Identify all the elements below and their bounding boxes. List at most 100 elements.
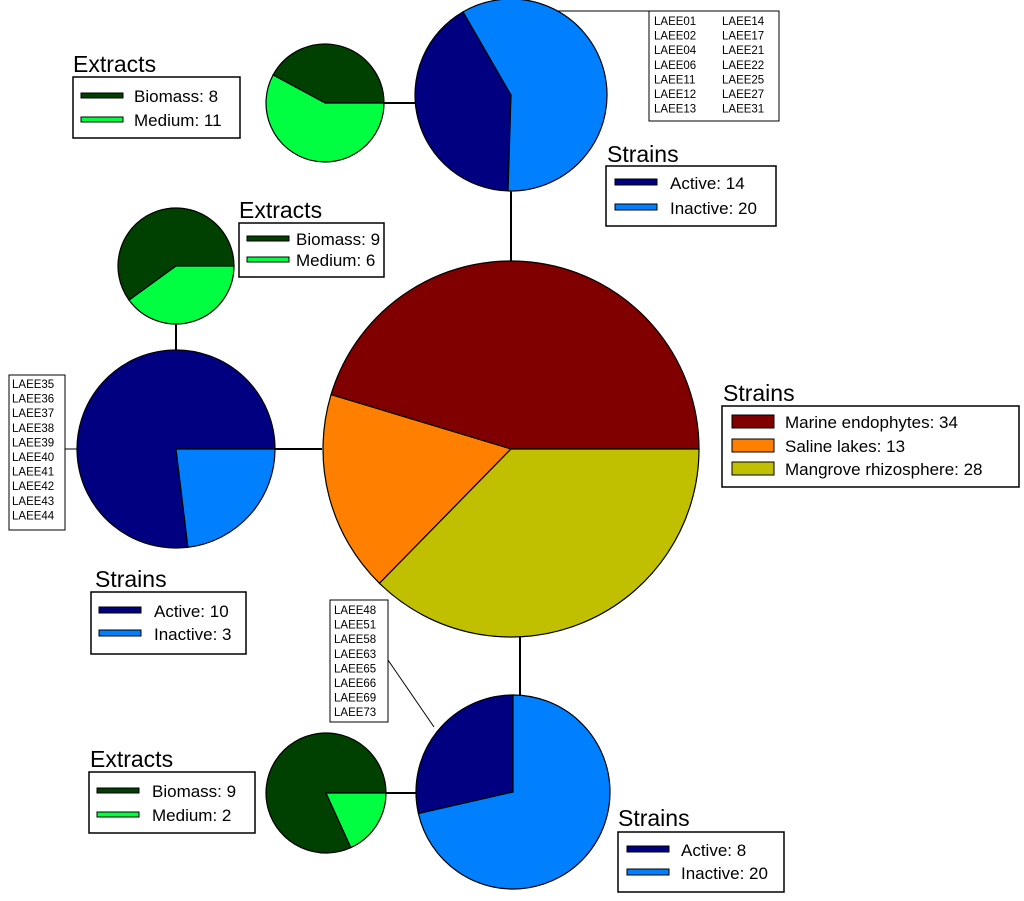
pie-saline-extracts [117,207,235,325]
saline-extracts-slice-0 [117,207,235,301]
legend-mangrove-strains-title: Strains [618,805,690,831]
legend-saline-extracts: Extracts Biomass: 9 Medium: 6 [238,197,385,278]
pie-saline-strains [76,349,276,549]
marine-extracts-slice-0 [272,43,385,104]
mangrove-id: LAEE58 [334,634,376,646]
legend-label-active: Active: 14 [670,174,745,193]
mangrove-id-list: LAEE48 LAEE51 LAEE58 LAEE63 LAEE65 LAEE66 LAEE… [334,605,376,719]
legend-swatch-inactive [614,203,658,211]
marine-id: LAEE27 [722,89,764,101]
legend-swatch-biomass [246,235,290,242]
mangrove-extracts-slice-0 [265,732,387,854]
legend-swatch-medium [246,256,290,263]
mangrove-id: LAEE51 [334,620,376,632]
mangrove-id: LAEE63 [334,649,376,661]
legend-label-medium: Medium: 11 [134,111,222,130]
mangrove-id: LAEE73 [334,707,376,719]
mangrove-extracts-slice-1 [325,792,387,849]
marine-id: LAEE12 [654,89,696,101]
legend-swatch-active [626,845,670,853]
pie-marine-extracts [265,43,385,163]
mangrove-id: LAEE48 [334,605,376,617]
marine-id-list: LAEE01 LAEE02 LAEE04 LAEE06 LAEE11 LAEE12 LAEE… [654,16,765,116]
pie-mangrove-extracts [265,732,387,854]
legend-mangrove-extracts: Extracts Biomass: 9 Medium: 2 [88,746,256,834]
legend-label-inactive: Inactive: 3 [154,625,232,644]
marine-id: LAEE25 [722,74,764,86]
legend-marine-extracts: Extracts Biomass: 8 Medium: 11 [72,51,241,139]
main-slice-2 [378,448,700,638]
legend-marine-strains-title: Strains [607,141,679,167]
pie-main-strains [322,260,700,638]
saline-id: LAEE39 [12,437,54,449]
legend-mangrove-extracts-title: Extracts [90,746,173,772]
marine-id: LAEE21 [722,45,764,57]
mangrove-ids-box: LAEE48 LAEE51 LAEE58 LAEE63 LAEE65 LAEE66 LAEE… [329,599,389,723]
legend-label-saline: Saline lakes: 13 [785,437,905,456]
legend-label-inactive: Inactive: 20 [681,864,768,883]
legend-saline-extracts-title: Extracts [239,197,322,223]
mangrove-id: LAEE66 [334,678,376,690]
saline-id: LAEE42 [12,481,54,493]
legend-swatch-inactive [98,629,142,637]
connector-mangrove-ids [387,659,435,728]
legend-swatch-mangrove [731,461,775,476]
legend-label-inactive: Inactive: 20 [670,199,757,218]
legend-label-medium: Medium: 2 [152,806,231,825]
legend-saline-strains: Strains Active: 10 Inactive: 3 [90,566,247,655]
main-slice-1 [322,393,513,585]
mangrove-id: LAEE69 [334,693,376,705]
legend-swatch-biomass [96,787,140,794]
marine-strains-slice-0 [414,11,512,192]
legend-main-title: Strains [723,380,795,406]
marine-extracts-slice-1 [265,74,385,163]
marine-id: LAEE22 [722,60,764,72]
legend-label-medium: Medium: 6 [296,251,375,270]
legend-swatch-active [614,178,658,186]
saline-ids-box: LAEE35 LAEE36 LAEE37 LAEE38 LAEE39 LAEE40 LAEE… [8,374,66,531]
saline-strains-slice-1 [175,448,276,548]
legend-main-strains: Strains Marine endophytes: 34 Saline lak… [721,380,1020,488]
legend-label-mangrove: Mangrove rhizosphere: 28 [785,460,983,479]
legend-marine-extracts-title: Extracts [73,51,156,77]
legend-swatch-medium [80,116,124,123]
legend-swatch-medium [96,811,140,818]
saline-id: LAEE44 [12,510,55,522]
legend-label-marine: Marine endophytes: 34 [785,413,958,432]
legend-marine-strains: Strains Active: 14 Inactive: 20 [605,141,777,227]
saline-id: LAEE41 [12,467,54,479]
saline-id: LAEE35 [12,379,54,391]
legend-label-biomass: Biomass: 9 [296,230,380,249]
mangrove-strains-slice-1 [417,694,611,890]
legend-swatch-marine [731,414,775,429]
main-slice-0 [330,260,700,450]
marine-id: LAEE31 [722,104,764,116]
marine-id: LAEE17 [722,31,764,43]
saline-id-list: LAEE35 LAEE36 LAEE37 LAEE38 LAEE39 LAEE40 LAEE… [12,379,55,522]
saline-extracts-slice-1 [128,265,235,325]
saline-id: LAEE43 [12,496,54,508]
marine-id: LAEE01 [654,16,696,28]
mangrove-id: LAEE65 [334,663,376,675]
marine-id: LAEE02 [654,31,696,43]
marine-id: LAEE06 [654,60,696,72]
legend-mangrove-strains: Strains Active: 8 Inactive: 20 [617,805,785,893]
legend-saline-strains-title: Strains [95,566,167,592]
legend-label-biomass: Biomass: 8 [134,87,218,106]
legend-swatch-inactive [626,868,670,876]
pie-marine-strains [414,0,608,192]
marine-id: LAEE04 [654,45,697,57]
marine-ids-box: LAEE01 LAEE02 LAEE04 LAEE06 LAEE11 LAEE12 LAEE… [648,10,780,122]
saline-id: LAEE40 [12,452,54,464]
legend-swatch-active [98,606,142,614]
marine-id: LAEE13 [654,104,696,116]
saline-id: LAEE38 [12,423,54,435]
marine-id: LAEE11 [654,74,695,86]
legend-label-active: Active: 8 [681,841,746,860]
legend-label-active: Active: 10 [154,602,229,621]
mangrove-strains-slice-0 [415,694,514,815]
legend-swatch-saline [731,438,775,453]
saline-id: LAEE37 [12,408,54,420]
marine-id: LAEE14 [722,16,765,28]
